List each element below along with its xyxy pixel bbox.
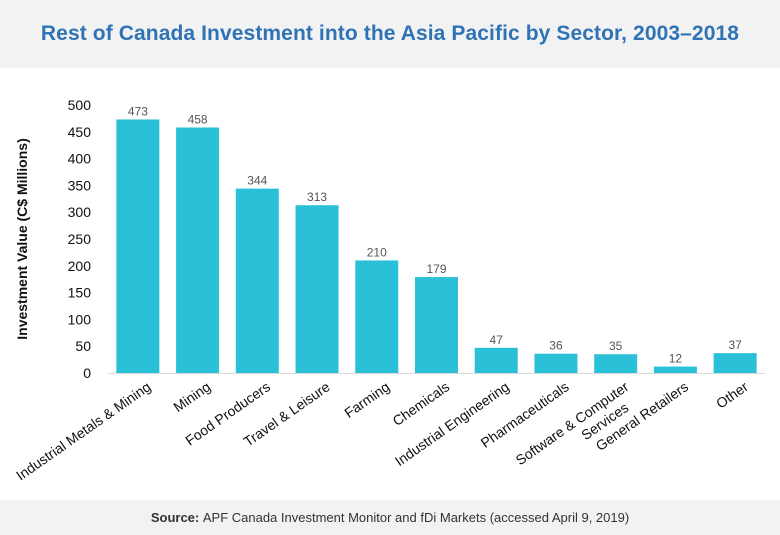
data-label-2: 344 (247, 174, 267, 188)
data-label-1: 458 (188, 113, 208, 127)
data-label-9: 12 (669, 352, 683, 366)
data-label-4: 210 (367, 245, 387, 259)
title-band: Rest of Canada Investment into the Asia … (0, 0, 780, 68)
y-tick-label: 400 (68, 151, 92, 167)
category-label-6: Industrial Engineering (392, 378, 512, 469)
y-tick-label: 0 (83, 365, 91, 381)
category-label-10: Other (713, 378, 751, 411)
y-tick-label: 50 (75, 338, 91, 354)
bar-6 (474, 347, 518, 373)
y-tick-label: 100 (68, 311, 92, 327)
bar-0 (116, 119, 160, 373)
y-tick-label: 500 (68, 97, 92, 113)
bar-10 (713, 353, 757, 373)
source-band: Source: APF Canada Investment Monitor an… (0, 500, 780, 535)
y-tick-label: 450 (68, 124, 92, 140)
bar-chart: Investment Value (C$ Millions) 0 50 100 150 2… (13, 97, 765, 483)
source-text: APF Canada Investment Monitor and fDi Ma… (202, 510, 630, 525)
y-tick-label: 200 (68, 258, 92, 274)
chart-area: Investment Value (C$ Millions) 0 50 100 150 2… (0, 68, 780, 500)
chart-title: Rest of Canada Investment into the Asia … (40, 22, 740, 45)
data-label-7: 36 (549, 339, 563, 353)
category-label-0: Industrial Metals & Mining (13, 378, 153, 483)
y-tick-label: 350 (68, 177, 92, 193)
data-label-5: 179 (426, 262, 446, 276)
bar-2 (235, 188, 279, 373)
data-label-0: 473 (128, 104, 148, 118)
data-label-10: 37 (728, 338, 742, 352)
bar-1 (176, 127, 220, 374)
data-label-3: 313 (307, 190, 327, 204)
bar-9 (653, 366, 697, 373)
bar-3 (295, 205, 339, 373)
bar-7 (534, 353, 578, 373)
y-axis-title: Investment Value (C$ Millions) (14, 138, 30, 340)
bar-5 (415, 277, 458, 373)
y-tick-label: 300 (68, 204, 92, 220)
y-tick-label: 250 (68, 231, 92, 247)
data-label-6: 47 (490, 333, 504, 347)
category-label-1: Mining (170, 378, 213, 415)
bar-8 (594, 354, 638, 373)
category-label-4: Farming (341, 378, 392, 421)
bar-4 (355, 260, 399, 373)
data-label-8: 35 (609, 339, 623, 353)
y-tick-label: 150 (68, 285, 92, 301)
source-label: Source: (150, 510, 200, 525)
